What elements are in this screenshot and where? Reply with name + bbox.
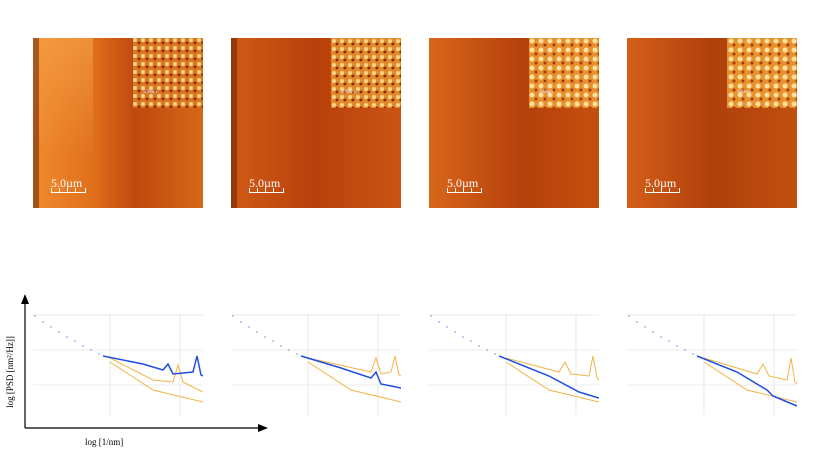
inset-scale-label: 500nm	[737, 90, 751, 95]
scale-bar-label: 5.0µm	[249, 176, 281, 190]
scale-bar-tick	[51, 188, 52, 193]
scale-bar-tick	[249, 188, 250, 193]
y-axis-label: log [PSD [nm²/Hz]]	[5, 336, 15, 408]
scale-bar-label: 5.0µm	[51, 176, 83, 190]
scale-bar-tick	[455, 188, 456, 193]
scale-bar	[447, 192, 481, 193]
scale-bar-tick	[481, 188, 482, 193]
afm-inset-1: 500nm	[133, 38, 203, 108]
scale-bar	[249, 192, 283, 193]
scale-bar-label: 5.0µm	[447, 176, 479, 190]
afm-image-2: 500nm 5.0µm	[231, 38, 401, 208]
scale-bar-tick	[661, 188, 662, 193]
scale-bar	[51, 192, 85, 193]
scale-bar-tick	[463, 188, 464, 193]
scale-bar-tick	[653, 188, 654, 193]
afm-inset-4-texture	[727, 38, 797, 108]
inset-scale-label: 500nm	[539, 90, 553, 95]
scale-bar	[645, 192, 679, 193]
afm-inset-3-texture	[529, 38, 599, 108]
scale-bar-tick	[257, 188, 258, 193]
afm-image-4: 500nm 5.0µm	[627, 38, 797, 208]
scale-bar-tick	[669, 188, 670, 193]
scale-bar-tick	[273, 188, 274, 193]
psd-plot-4	[627, 314, 797, 415]
psd-plot-2	[231, 314, 401, 415]
afm-inset-3: 500nm	[529, 38, 599, 108]
inset-scale-label: 500nm	[341, 90, 355, 95]
x-axis-label: log [1/nm]	[85, 437, 124, 447]
scale-bar-tick	[59, 188, 60, 193]
psd-plot-3	[429, 314, 599, 415]
scale-bar-label: 5.0µm	[645, 176, 677, 190]
inset-scale-label: 500nm	[143, 90, 157, 95]
scale-bar-tick	[67, 188, 68, 193]
scale-bar-tick	[265, 188, 266, 193]
scale-bar-tick	[679, 188, 680, 193]
afm-inset-2: 500nm	[331, 38, 401, 108]
afm-image-1: 500nm 5.0µm	[33, 38, 203, 208]
scale-bar-tick	[447, 188, 448, 193]
scale-bar-tick	[283, 188, 284, 193]
scale-bar-tick	[85, 188, 86, 193]
afm-image-3: 500nm 5.0µm	[429, 38, 599, 208]
scale-bar-tick	[645, 188, 646, 193]
afm-inset-4: 500nm	[727, 38, 797, 108]
afm-inset-2-texture	[331, 38, 401, 108]
scale-bar-tick	[75, 188, 76, 193]
afm-inset-1-texture	[133, 38, 203, 108]
scale-bar-tick	[471, 188, 472, 193]
psd-plot-1	[33, 314, 203, 415]
